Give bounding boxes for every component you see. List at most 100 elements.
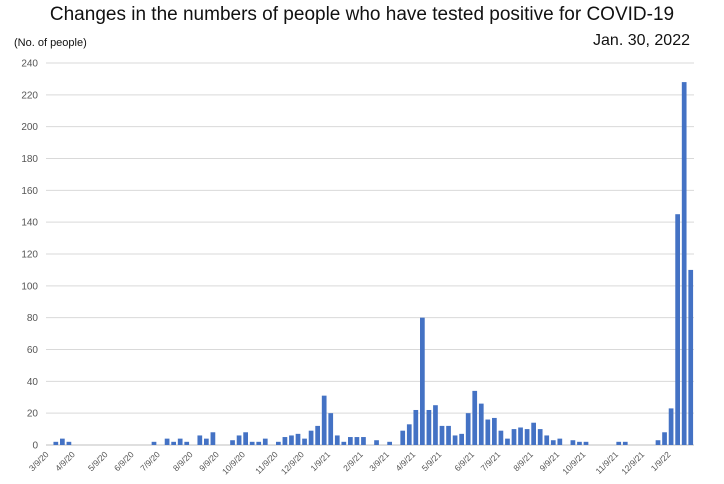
bar	[675, 214, 680, 445]
bar	[302, 438, 307, 445]
x-tick-label: 10/9/21	[560, 449, 587, 476]
bar	[151, 441, 157, 445]
bar	[511, 429, 517, 445]
x-tick-label: 2/9/21	[341, 449, 365, 473]
bar	[230, 440, 235, 445]
x-tick-label: 8/9/21	[511, 449, 535, 473]
x-tick-label: 11/9/20	[253, 449, 280, 476]
bar	[472, 390, 478, 445]
bar	[439, 425, 445, 445]
x-tick-label: 6/9/20	[112, 449, 136, 473]
bar	[583, 441, 589, 445]
bar	[655, 440, 661, 445]
x-tick-label: 9/9/20	[197, 449, 221, 473]
chart-title: Changes in the numbers of people who hav…	[49, 4, 675, 25]
bar	[354, 437, 360, 445]
bar	[622, 441, 628, 445]
bar	[289, 435, 294, 445]
bar	[184, 441, 190, 445]
bar	[361, 437, 366, 445]
bar	[348, 437, 353, 445]
bar	[243, 432, 248, 445]
y-tick-label: 0	[32, 441, 38, 452]
y-tick-label: 20	[27, 409, 39, 420]
bar	[328, 413, 334, 445]
y-tick-label: 200	[21, 122, 38, 133]
x-tick-label: 7/9/20	[138, 449, 162, 473]
x-tick-label: 8/9/20	[171, 449, 195, 473]
x-tick-label: 12/9/20	[279, 449, 306, 476]
bar	[518, 427, 523, 445]
bar	[276, 441, 281, 445]
bar	[60, 438, 65, 445]
y-tick-label: 240	[21, 59, 38, 70]
bar	[53, 441, 59, 445]
bar	[308, 430, 314, 445]
chart-date: Jan. 30, 2022	[593, 32, 690, 49]
bar	[577, 441, 582, 445]
bar	[171, 441, 176, 445]
bar	[334, 435, 340, 445]
bar	[341, 441, 347, 445]
x-tick-label: 5/9/21	[420, 449, 444, 473]
x-tick-label: 12/9/21	[619, 449, 646, 476]
y-tick-label: 180	[21, 154, 38, 165]
y-tick-label: 120	[21, 250, 38, 261]
bar	[465, 413, 471, 445]
bar	[426, 409, 432, 445]
x-tick-label: 1/9/21	[308, 449, 332, 473]
bar	[681, 82, 687, 445]
y-axis-label: (No. of people)	[14, 37, 87, 49]
bar	[400, 430, 406, 445]
bar	[662, 432, 667, 445]
bar	[537, 429, 543, 445]
bar	[374, 440, 379, 445]
bar	[616, 441, 622, 445]
bar	[557, 438, 563, 445]
x-tick-label: 10/9/20	[220, 449, 247, 476]
y-tick-label: 220	[21, 90, 38, 101]
bar	[433, 405, 438, 445]
gridlines	[46, 62, 694, 446]
bar	[210, 432, 216, 445]
bar-series	[53, 82, 694, 445]
bar	[544, 435, 550, 445]
bar	[531, 422, 536, 445]
bar	[668, 408, 674, 445]
bar	[459, 433, 464, 445]
x-tick-label: 5/9/20	[86, 449, 110, 473]
y-tick-label: 40	[27, 377, 39, 388]
bar	[446, 425, 451, 445]
bar	[498, 430, 504, 445]
bar	[550, 440, 556, 445]
bar	[524, 429, 530, 445]
y-tick-label: 100	[21, 281, 38, 292]
x-axis-ticks: 3/9/20 4/9/20 5/9/20 6/9/20 7/9/20 8/9/20 9/9/…	[27, 449, 673, 476]
x-tick-label: 4/9/20	[53, 449, 77, 473]
bar	[505, 438, 510, 445]
bar	[478, 403, 484, 445]
bar	[321, 395, 327, 445]
y-tick-label: 160	[21, 186, 38, 197]
y-tick-label: 140	[21, 218, 38, 229]
bar	[249, 441, 255, 445]
bar	[262, 438, 268, 445]
bar	[164, 438, 170, 445]
bar	[236, 435, 242, 445]
bar	[197, 435, 203, 445]
bar	[282, 437, 288, 445]
bar	[406, 424, 412, 445]
x-tick-label: 3/9/21	[367, 449, 391, 473]
bar	[485, 419, 491, 445]
y-tick-label: 60	[27, 345, 39, 356]
x-tick-label: 4/9/21	[393, 449, 417, 473]
bar	[570, 440, 576, 445]
bar	[452, 435, 458, 445]
y-tick-label: 80	[27, 313, 39, 324]
bar	[315, 425, 320, 445]
bar	[66, 441, 72, 445]
bar	[420, 317, 425, 445]
bar	[177, 438, 183, 445]
bar	[387, 441, 392, 445]
